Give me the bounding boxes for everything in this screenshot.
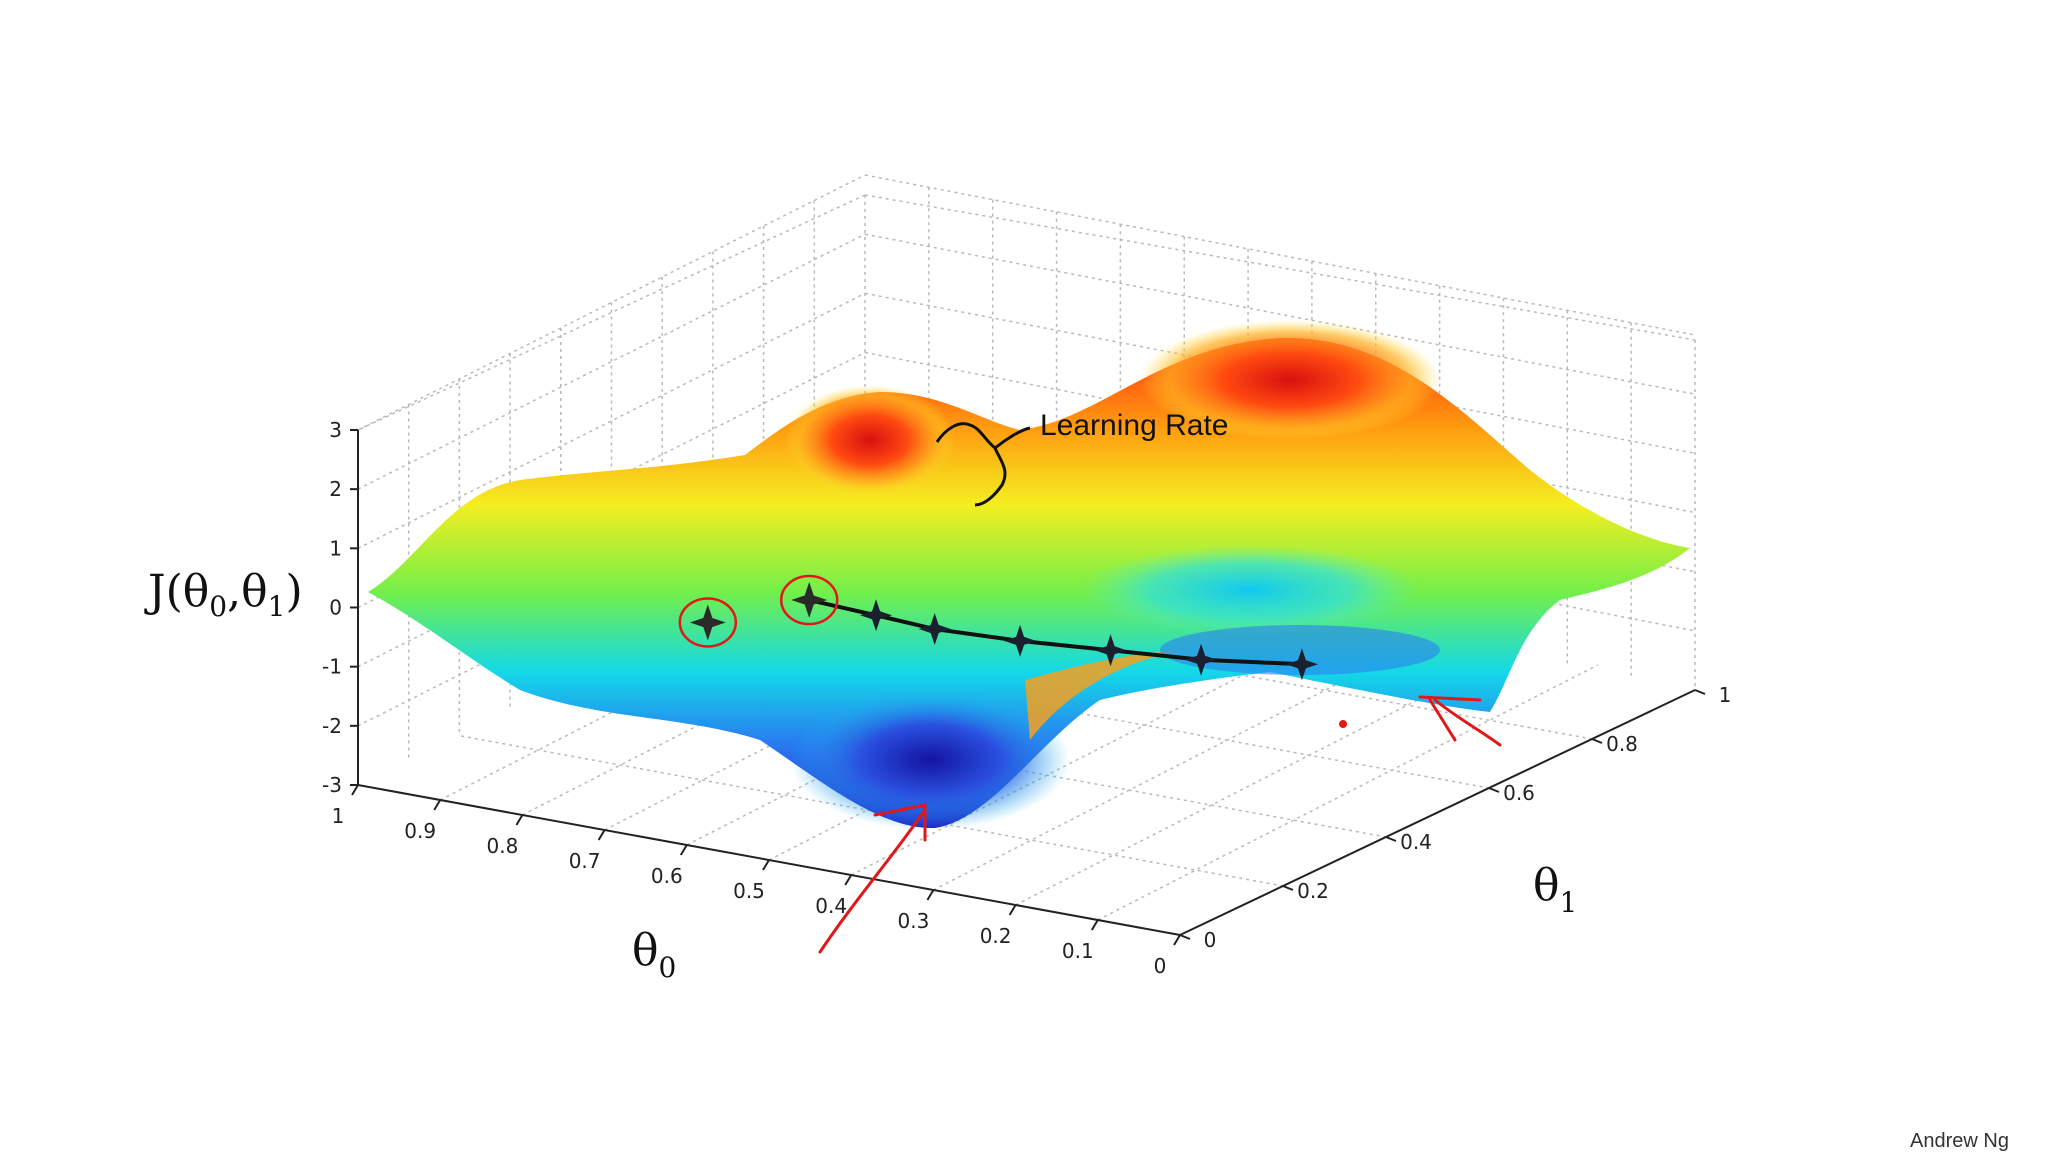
learning-rate-label: Learning Rate [1040, 409, 1228, 442]
descent-step-marker [1094, 634, 1127, 667]
y-axis-label: θ1 [1533, 860, 1577, 919]
start-point-marker [689, 604, 726, 641]
y-tick-label: 0.2 [1297, 879, 1329, 903]
descent-step-marker [918, 613, 951, 646]
cost-surface [368, 320, 1690, 830]
z-tick-label: 1 [329, 536, 342, 560]
x-tick-label: 1 [332, 804, 345, 828]
x-tick-label: 0.7 [569, 849, 601, 873]
y-ticks: 0 0.2 0.4 0.6 0.8 1 [1179, 683, 1732, 952]
x-tick-label: 0.8 [486, 834, 518, 858]
start-point-circle [779, 574, 839, 626]
x-tick-label: 0.9 [404, 819, 436, 843]
minimum-arrows [818, 695, 1502, 954]
start-point-marker [791, 582, 828, 619]
y-tick-label: 0.8 [1606, 732, 1638, 756]
z-tick-label: 0 [329, 596, 342, 620]
x-tick-label: 0.4 [815, 894, 847, 918]
arrow-local-min [1433, 698, 1502, 747]
y-tick-label: 0.6 [1503, 781, 1535, 805]
x-tick-label: 0.2 [980, 924, 1012, 948]
z-tick-label: -2 [322, 714, 342, 738]
descent-path [678, 574, 1318, 681]
descent-step-marker [1285, 648, 1318, 681]
z-tick-label: 2 [329, 477, 342, 501]
x-tick-label: 0.3 [897, 909, 929, 933]
descent-step-marker [860, 599, 893, 632]
z-tick-label: 3 [329, 418, 342, 442]
arrow-global-min [818, 808, 927, 954]
x-ticks: 1 0.9 0.8 0.7 0.6 0.5 0.4 0.3 0.2 0.1 0 [332, 784, 1181, 978]
descent-step-marker [1185, 643, 1218, 676]
y-tick-label: 0.4 [1400, 830, 1432, 854]
x-tick-label: 0.5 [733, 879, 765, 903]
x-axis-label: θ0 [632, 925, 676, 984]
credit: Andrew Ng [1910, 1130, 2009, 1152]
z-tick-label: -3 [322, 773, 342, 797]
x-tick-label: 0 [1154, 954, 1167, 978]
y-tick-label: 1 [1719, 683, 1732, 707]
start-point-circle [678, 597, 738, 648]
y-tick-label: 0 [1204, 928, 1217, 952]
z-tick-label: -1 [322, 655, 342, 679]
z-ticks: -3 -2 -1 0 1 2 3 [322, 418, 358, 797]
descent-step-marker [1004, 624, 1037, 657]
learning-rate-brace [935, 422, 1031, 507]
x-tick-label: 0.1 [1062, 939, 1094, 963]
z-axis-label: J(θ0,θ1) [144, 566, 303, 623]
x-tick-label: 0.6 [651, 864, 683, 888]
